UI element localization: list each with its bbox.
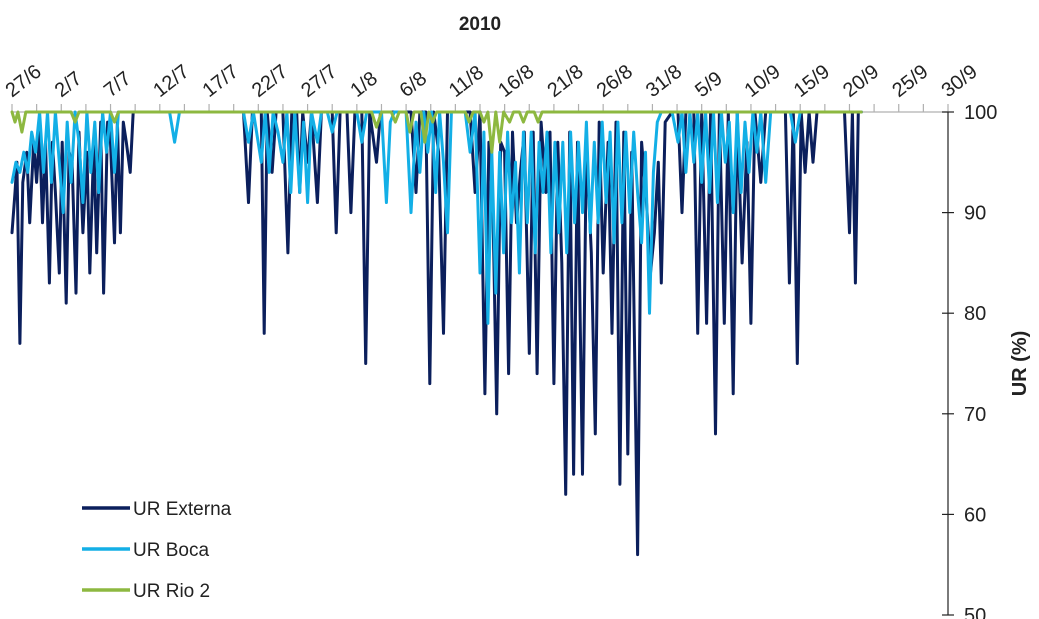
series-line-1: [10, 110, 863, 557]
legend-label: UR Rio 2: [133, 581, 210, 602]
x-tick-label: 22/7: [248, 61, 292, 102]
x-tick-label: 5/9: [691, 67, 726, 101]
x-tick-label: 15/9: [790, 61, 834, 102]
x-tick-label: 27/6: [2, 61, 46, 102]
x-tick-label: 2/7: [51, 67, 86, 101]
y-tick-label: 90: [964, 203, 986, 225]
legend: UR Externa UR Boca UR Rio 2: [82, 499, 232, 602]
x-tick-label: 17/7: [199, 61, 243, 102]
legend-label: UR Externa: [133, 499, 232, 520]
x-tick-label: 12/7: [149, 61, 193, 102]
x-tick-label: 31/8: [642, 61, 686, 102]
y-axis-ticks: 50 60 70 80 90 100: [942, 102, 997, 619]
legend-label: UR Boca: [133, 540, 209, 561]
y-tick-label: 80: [964, 303, 986, 325]
x-tick-label: 10/9: [740, 61, 784, 102]
y-axis-title: UR (%): [1009, 331, 1031, 397]
x-tick-label: 27/7: [297, 61, 341, 102]
x-tick-label: 30/9: [938, 61, 982, 102]
chart-title: 2010: [459, 14, 501, 35]
x-axis-tick-labels: 27/6 2/7 7/7 12/7 17/7 22/7 27/7 1/8 6/8 11/8 16/8…: [2, 61, 982, 102]
y-tick-label: 60: [964, 504, 986, 526]
x-tick-label: 1/8: [346, 67, 381, 101]
x-tick-label: 25/9: [888, 61, 932, 102]
x-tick-label: 16/8: [494, 61, 538, 102]
y-tick-label: 70: [964, 404, 986, 426]
x-tick-label: 20/9: [839, 61, 883, 102]
x-tick-label: 26/8: [593, 61, 637, 102]
x-tick-label: 11/8: [445, 62, 488, 102]
x-tick-label: 7/7: [100, 67, 135, 101]
series-line-3: [10, 110, 863, 154]
x-tick-label: 21/8: [543, 61, 587, 102]
y-tick-label: 50: [964, 605, 986, 619]
series-layer: [10, 110, 863, 557]
x-tick-label: 6/8: [396, 67, 431, 101]
y-tick-label: 100: [964, 102, 997, 124]
